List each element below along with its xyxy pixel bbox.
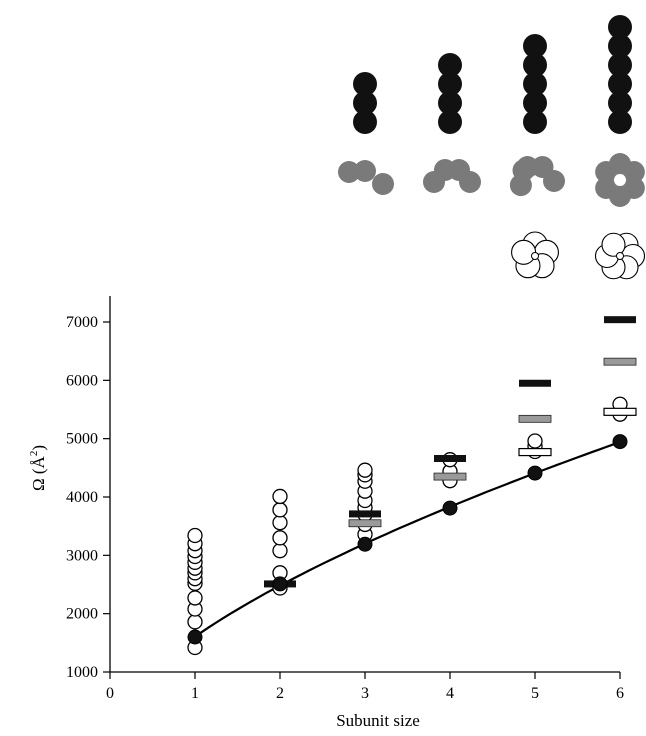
black-bead — [353, 110, 377, 134]
gray-subunit — [595, 177, 618, 199]
black-bar-mark — [434, 455, 466, 462]
y-axis-title-superscript: 2 — [28, 451, 40, 457]
schematic-size-6 — [594, 15, 646, 280]
open-circle-point — [272, 488, 288, 505]
filled-circle-point — [442, 500, 458, 516]
white-subunit — [511, 239, 537, 265]
white-bar-mark — [518, 447, 552, 457]
gray-bar-mark — [518, 414, 552, 423]
black-bar-mark — [349, 510, 381, 518]
y-tick-label: 7000 — [66, 314, 98, 331]
open-circle-point — [272, 530, 288, 546]
black-bead — [523, 110, 547, 134]
gray-subunit — [372, 173, 394, 195]
flower-center — [616, 252, 624, 260]
fit-curve — [194, 441, 621, 638]
x-tick-label: 6 — [616, 685, 624, 702]
gray-subunit — [543, 170, 565, 192]
open-circle-point — [187, 590, 203, 606]
white-subunit — [601, 232, 626, 257]
black-bead — [353, 91, 377, 115]
y-tick-label: 5000 — [66, 431, 98, 448]
black-bead — [438, 110, 462, 134]
white-bar-mark — [603, 407, 637, 416]
axes: 1000 2000 3000 4000 5000 6000 7000 0 1 2 3 4 5 6 — [66, 296, 624, 702]
x-tick-label: 4 — [446, 685, 454, 702]
schematic-size-4 — [423, 53, 481, 193]
gray-subunit — [338, 161, 360, 183]
gray-subunit — [459, 171, 481, 193]
black-bead — [523, 72, 547, 96]
gray-subunit — [595, 161, 618, 183]
y-axis-title: Ω (Å2) — [28, 445, 48, 491]
y-axis-title-main: Ω (Å — [29, 455, 48, 491]
fit-line — [194, 441, 621, 638]
filled-circle-point — [187, 629, 203, 645]
y-tick-label: 1000 — [66, 664, 98, 681]
schematic-size-5 — [509, 34, 565, 279]
black-bead — [608, 53, 632, 77]
black-bead — [523, 53, 547, 77]
open-circle-point — [187, 614, 203, 630]
schematic-size-3 — [338, 72, 394, 195]
filled-circle-point — [357, 536, 373, 552]
black-bead — [608, 34, 632, 58]
y-axis-title-close: ) — [29, 445, 48, 451]
data-marks — [187, 316, 637, 656]
y-tick-label: 6000 — [66, 372, 98, 389]
black-bead — [353, 72, 377, 96]
open-circle-point — [357, 462, 373, 478]
x-tick-label: 3 — [361, 685, 369, 702]
black-bead — [438, 53, 462, 77]
y-tick-label: 3000 — [66, 547, 98, 564]
x-axis-title: Subunit size — [336, 711, 420, 730]
x-tick-label: 0 — [106, 685, 114, 702]
black-bar-mark — [604, 316, 636, 324]
gray-subunit — [512, 159, 535, 182]
open-circle-point — [272, 502, 288, 518]
filled-circle-point — [527, 465, 543, 481]
filled-circle-point — [272, 576, 288, 592]
black-bead — [608, 110, 632, 134]
gray-bar-mark — [433, 472, 467, 481]
x-tick-label: 5 — [531, 685, 539, 702]
flower-center — [531, 252, 539, 260]
open-circle-point — [272, 543, 288, 559]
oligomer-schematics — [338, 15, 646, 280]
y-tick-label: 2000 — [66, 606, 98, 623]
black-bead — [438, 91, 462, 115]
open-circle-point — [187, 527, 203, 544]
black-bead — [608, 72, 632, 96]
black-bead — [608, 91, 632, 115]
gray-subunit — [354, 160, 376, 182]
open-circle-point — [527, 433, 543, 449]
black-bead — [608, 15, 632, 39]
y-tick-label: 4000 — [66, 489, 98, 506]
black-bead — [523, 91, 547, 115]
gray-bar-mark — [348, 519, 382, 528]
gray-subunit — [622, 161, 645, 183]
black-bead — [523, 34, 547, 58]
x-tick-label: 1 — [191, 685, 199, 702]
gray-bar-mark — [603, 357, 637, 366]
ring-center-hole — [614, 174, 626, 186]
open-circle-point — [272, 515, 288, 531]
black-bar-mark — [519, 379, 551, 387]
black-bead — [438, 72, 462, 96]
x-tick-label: 2 — [276, 685, 284, 702]
filled-circle-point — [612, 434, 628, 450]
